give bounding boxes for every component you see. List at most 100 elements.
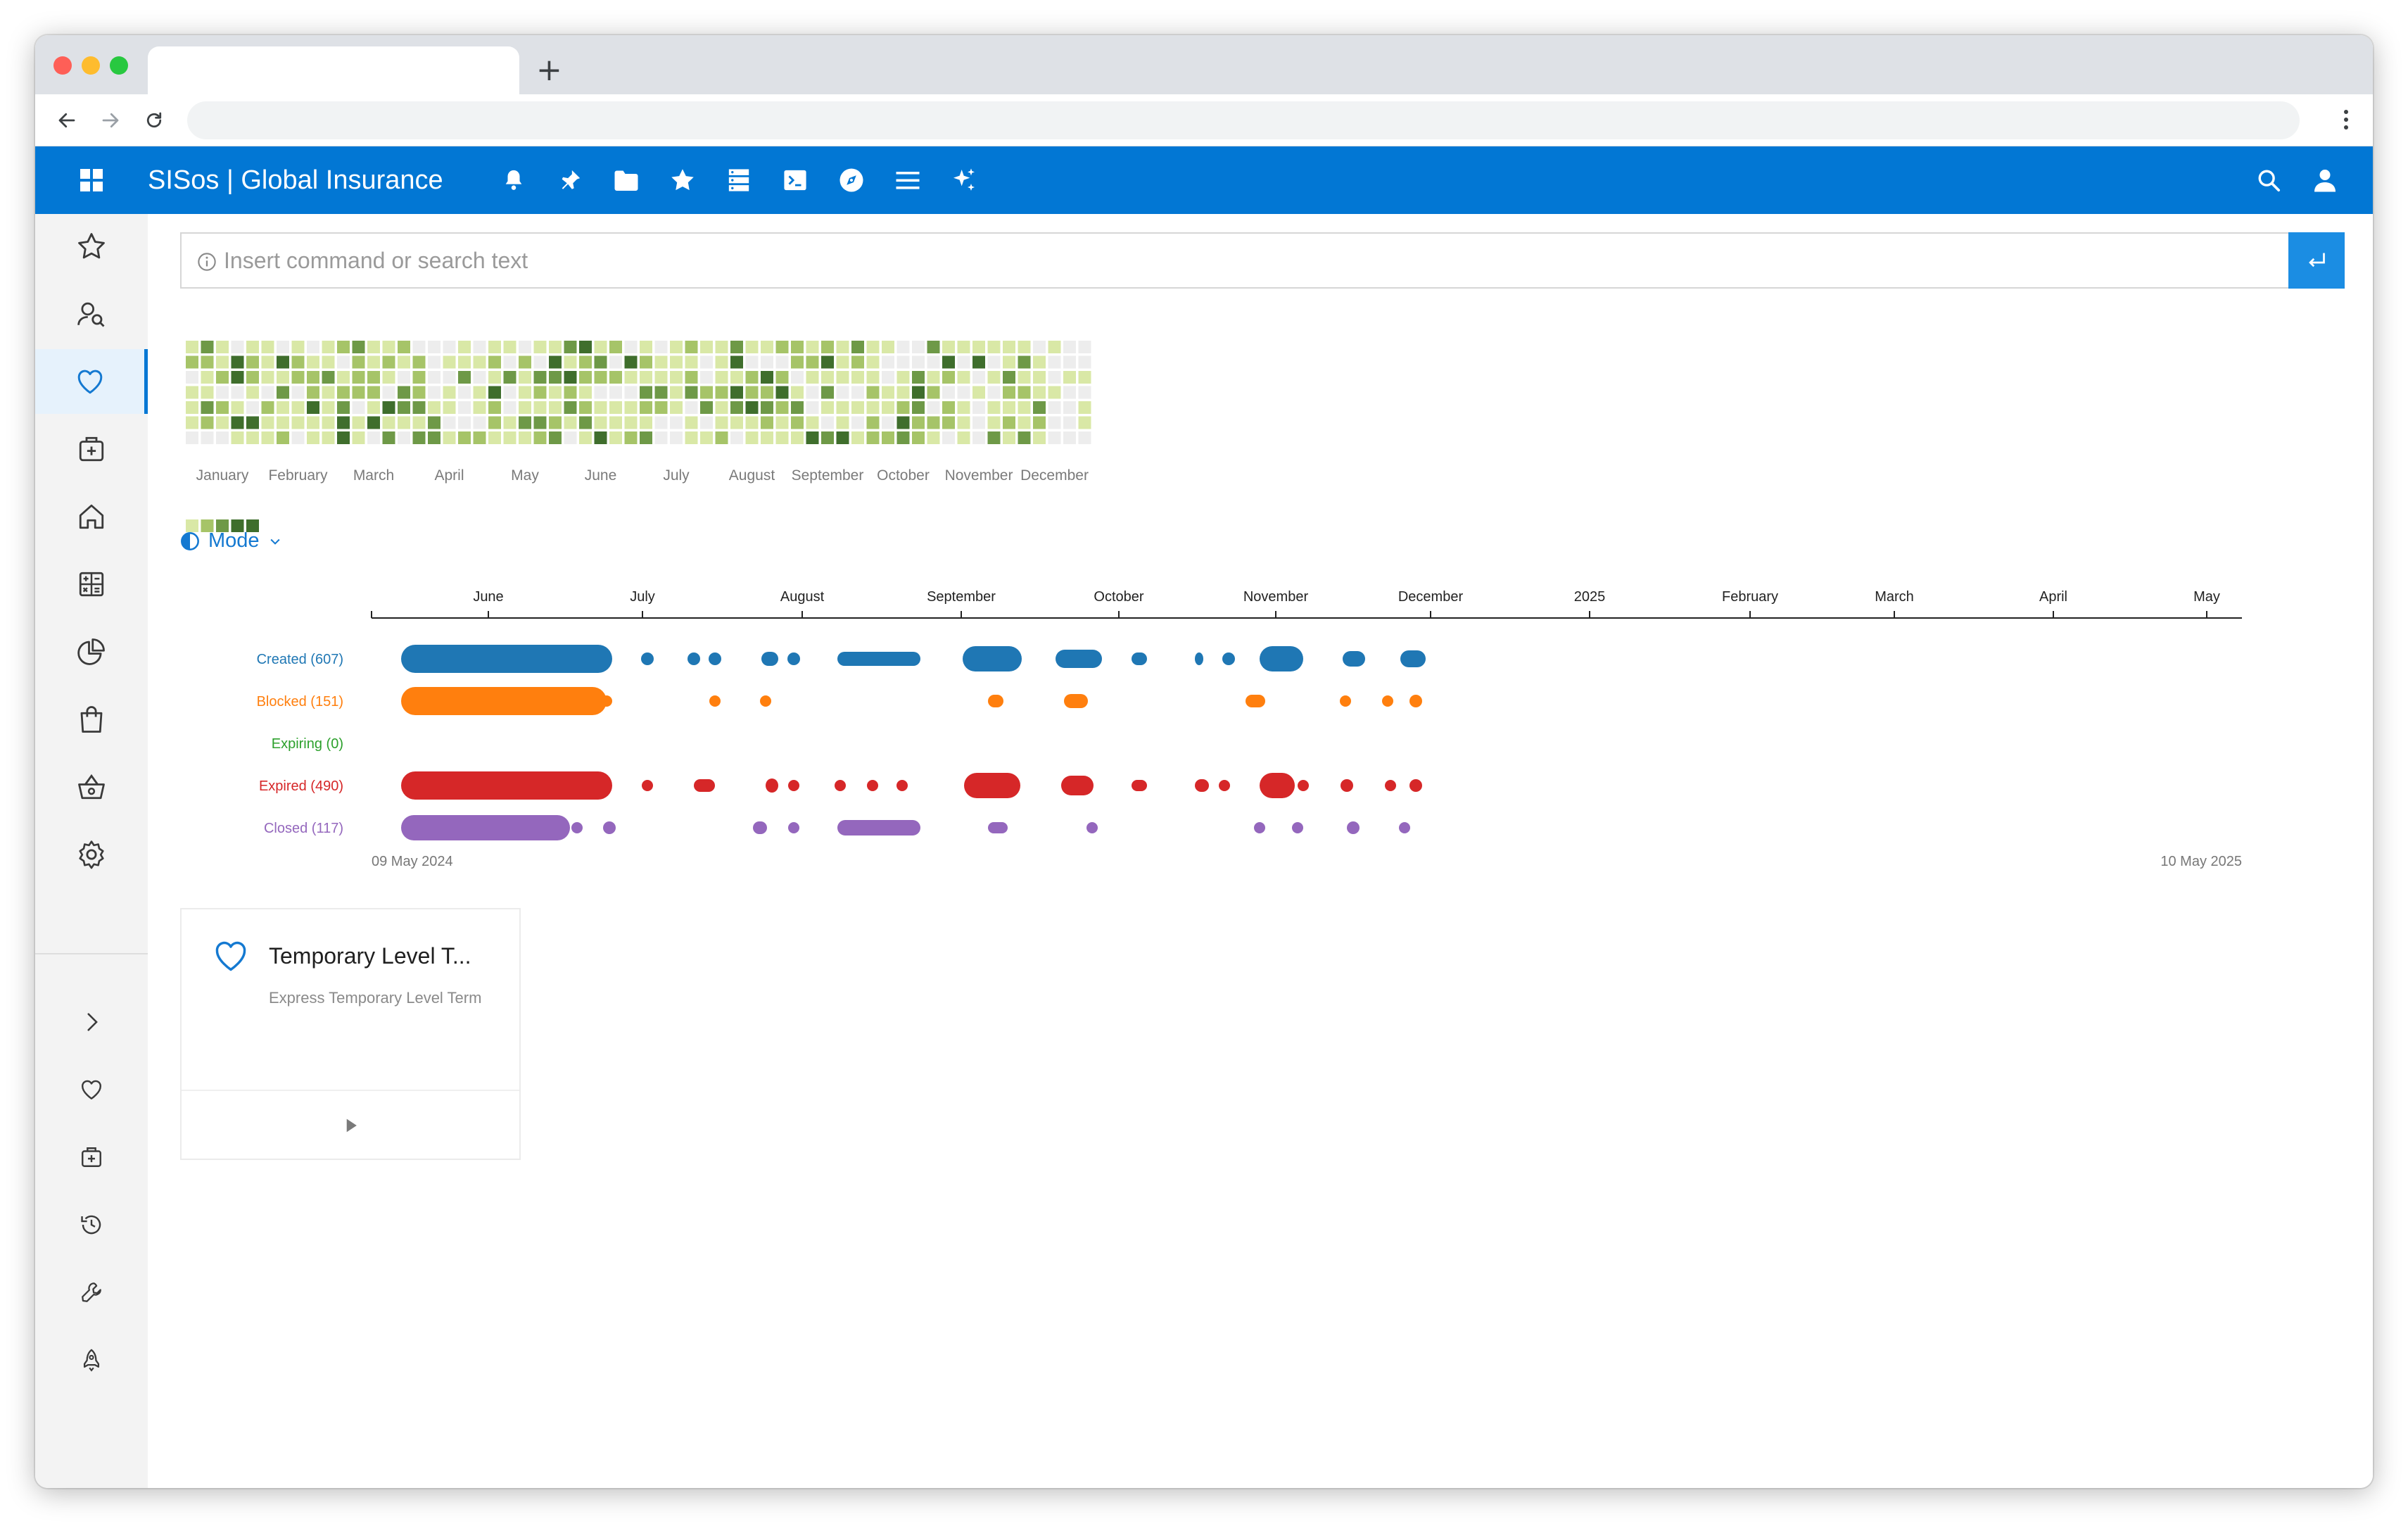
heatmap-cell[interactable] (836, 401, 849, 414)
heatmap-cell[interactable] (1048, 386, 1061, 399)
heatmap-cell[interactable] (1063, 355, 1076, 369)
heatmap-cell[interactable] (624, 341, 638, 353)
heatmap-cell[interactable] (836, 341, 849, 353)
favorites-button[interactable] (666, 163, 699, 197)
heatmap-cell[interactable] (957, 386, 970, 399)
heatmap-cell[interactable] (549, 386, 562, 399)
heatmap-cell[interactable] (322, 371, 335, 384)
heatmap-cell[interactable] (277, 416, 289, 429)
timeline-event-mark[interactable] (401, 815, 570, 840)
heatmap-cell[interactable] (412, 355, 426, 369)
heatmap-cell[interactable] (594, 371, 607, 384)
sidebar-item-calculator[interactable] (35, 552, 148, 617)
timeline-event-mark[interactable] (1347, 821, 1360, 834)
heatmap-cell[interactable] (488, 416, 501, 429)
heatmap-cell[interactable] (1018, 386, 1031, 399)
heatmap-cell[interactable] (594, 355, 607, 369)
heatmap-cell[interactable] (1033, 341, 1046, 353)
heatmap-cell[interactable] (443, 386, 456, 399)
heatmap-cell[interactable] (519, 401, 531, 414)
heatmap-cell[interactable] (972, 386, 985, 399)
heatmap-cell[interactable] (428, 341, 441, 353)
heatmap-cell[interactable] (216, 371, 229, 384)
heatmap-cell[interactable] (806, 341, 819, 353)
heatmap-cell[interactable] (367, 341, 380, 353)
heatmap-cell[interactable] (564, 431, 577, 444)
timeline-event-mark[interactable] (1409, 695, 1422, 707)
heatmap-cell[interactable] (594, 431, 607, 444)
heatmap-cell[interactable] (503, 341, 517, 353)
heatmap-cell[interactable] (685, 386, 698, 399)
heatmap-cell[interactable] (624, 386, 638, 399)
heatmap-cell[interactable] (987, 416, 1001, 429)
sidebar-item-reports[interactable] (35, 619, 148, 684)
heatmap-cell[interactable] (866, 431, 880, 444)
sidebar-item-shopping[interactable] (35, 687, 148, 752)
timeline-event-mark[interactable] (642, 780, 653, 791)
heatmap-cell[interactable] (246, 371, 259, 384)
heatmap-cell[interactable] (609, 401, 622, 414)
heatmap-cell[interactable] (1063, 371, 1076, 384)
heatmap-cell[interactable] (957, 355, 970, 369)
heatmap-cell[interactable] (488, 371, 501, 384)
heatmap-cell[interactable] (700, 341, 713, 353)
close-window-button[interactable] (53, 56, 72, 75)
timeline-event-mark[interactable] (1222, 652, 1235, 665)
heatmap-cell[interactable] (957, 416, 970, 429)
heatmap-cell[interactable] (866, 386, 880, 399)
heatmap-cell[interactable] (307, 341, 319, 353)
heatmap-cell[interactable] (533, 386, 547, 399)
heatmap-cell[interactable] (503, 355, 517, 369)
heatmap-cell[interactable] (866, 341, 880, 353)
heatmap-cell[interactable] (851, 341, 864, 353)
heatmap-cell[interactable] (896, 401, 910, 414)
global-search-button[interactable] (2252, 163, 2286, 197)
heatmap-cell[interactable] (307, 371, 319, 384)
app-title[interactable]: SISos | Global Insurance (148, 165, 443, 195)
timeline-event-mark[interactable] (401, 771, 612, 800)
heatmap-cell[interactable] (186, 355, 198, 369)
heatmap-cell[interactable] (1018, 416, 1031, 429)
heatmap-cell[interactable] (458, 386, 471, 399)
heatmap-cell[interactable] (579, 341, 592, 353)
heatmap-cell[interactable] (1078, 371, 1091, 384)
heatmap-cell[interactable] (730, 371, 743, 384)
heatmap-cell[interactable] (624, 401, 638, 414)
folder-button[interactable] (609, 163, 643, 197)
heatmap-cell[interactable] (896, 416, 910, 429)
heatmap-cell[interactable] (216, 401, 229, 414)
heatmap-cell[interactable] (186, 386, 198, 399)
timeline-event-mark[interactable] (1385, 780, 1396, 791)
notifications-button[interactable] (497, 163, 531, 197)
ai-assistant-button[interactable] (947, 163, 981, 197)
heatmap-cell[interactable] (1003, 355, 1015, 369)
heatmap-cell[interactable] (322, 431, 335, 444)
heatmap-cell[interactable] (231, 355, 244, 369)
heatmap-cell[interactable] (715, 386, 728, 399)
timeline-event-mark[interactable] (964, 773, 1020, 798)
heatmap-cell[interactable] (957, 341, 970, 353)
heatmap-cell[interactable] (412, 386, 426, 399)
timeline-event-mark[interactable] (709, 695, 721, 707)
heatmap-cell[interactable] (367, 416, 380, 429)
heatmap-cell[interactable] (398, 416, 410, 429)
heatmap-cell[interactable] (549, 416, 562, 429)
heatmap-cell[interactable] (654, 416, 668, 429)
heatmap-cell[interactable] (1063, 416, 1076, 429)
timeline-event-mark[interactable] (835, 780, 846, 791)
heatmap-cell[interactable] (216, 386, 229, 399)
heatmap-cell[interactable] (715, 401, 728, 414)
timeline-event-mark[interactable] (988, 822, 1008, 833)
heatmap-cell[interactable] (231, 401, 244, 414)
heatmap-cell[interactable] (1033, 371, 1046, 384)
heatmap-cell[interactable] (775, 371, 789, 384)
heatmap-cell[interactable] (670, 386, 683, 399)
heatmap-cell[interactable] (382, 355, 395, 369)
timeline-event-mark[interactable] (1056, 650, 1102, 668)
heatmap-cell[interactable] (761, 371, 773, 384)
heatmap-cell[interactable] (806, 386, 819, 399)
heatmap-cell[interactable] (216, 416, 229, 429)
heatmap-cell[interactable] (806, 431, 819, 444)
heatmap-cell[interactable] (246, 401, 259, 414)
minimize-window-button[interactable] (82, 56, 100, 75)
